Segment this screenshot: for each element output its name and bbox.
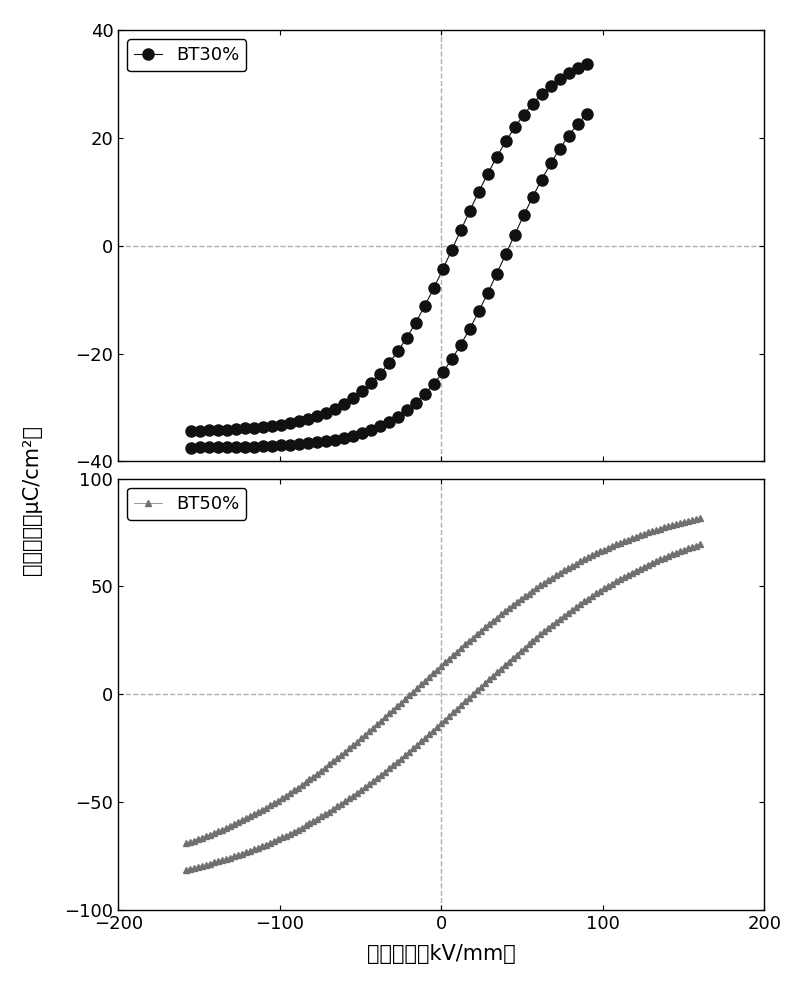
BT30% [276,419,285,431]
BT30% [537,88,546,100]
BT50% [615,537,625,549]
BT30% [303,413,313,425]
BT50% [205,829,214,841]
BT30% [258,421,268,433]
BT30% [510,121,519,133]
BT30% [204,424,214,436]
BT30% [294,415,303,427]
BT30% [456,224,466,236]
X-axis label: 电场强度（kV/mm）: 电场强度（kV/mm） [367,944,515,964]
BT30% [420,300,429,312]
BT30% [465,205,474,217]
BT30% [492,151,501,163]
BT30% [483,168,492,180]
BT30% [195,425,205,437]
BT30% [564,67,574,79]
BT30% [393,345,403,357]
BT30% [330,403,340,415]
BT30% [213,424,222,436]
BT30% [447,244,456,256]
BT30% [366,377,376,389]
BT30% [285,417,295,429]
BT50% [460,638,470,650]
BT30% [519,109,529,121]
BT50% [651,524,660,536]
BT30% [375,368,385,380]
BT30% [357,385,366,397]
BT30% [429,282,438,294]
BT30% [501,135,511,147]
BT50% [548,572,557,584]
BT50% [181,837,191,849]
BT30% [186,425,195,437]
BT30% [321,407,330,419]
Legend: BT50%: BT50% [127,488,247,520]
BT30% [555,73,564,85]
BT30% [267,420,277,432]
BT50% [695,512,704,524]
BT30% [348,392,358,404]
Line: BT50%: BT50% [183,515,703,847]
BT30% [231,423,240,435]
Legend: BT30%: BT30% [127,39,247,71]
BT30% [312,410,322,422]
BT30% [384,357,393,369]
BT30% [249,422,258,434]
Text: 极化强度（μC/cm²）: 极化强度（μC/cm²） [21,425,42,575]
BT30% [339,398,348,410]
BT30% [528,98,537,110]
BT30% [411,317,421,329]
BT30% [402,332,411,344]
Line: BT30%: BT30% [185,58,593,436]
BT30% [546,80,556,92]
BT30% [222,424,232,436]
BT30% [240,422,250,434]
BT30% [474,186,484,198]
BT50% [631,531,641,543]
BT30% [582,58,591,70]
BT30% [573,62,582,74]
BT30% [438,263,448,275]
